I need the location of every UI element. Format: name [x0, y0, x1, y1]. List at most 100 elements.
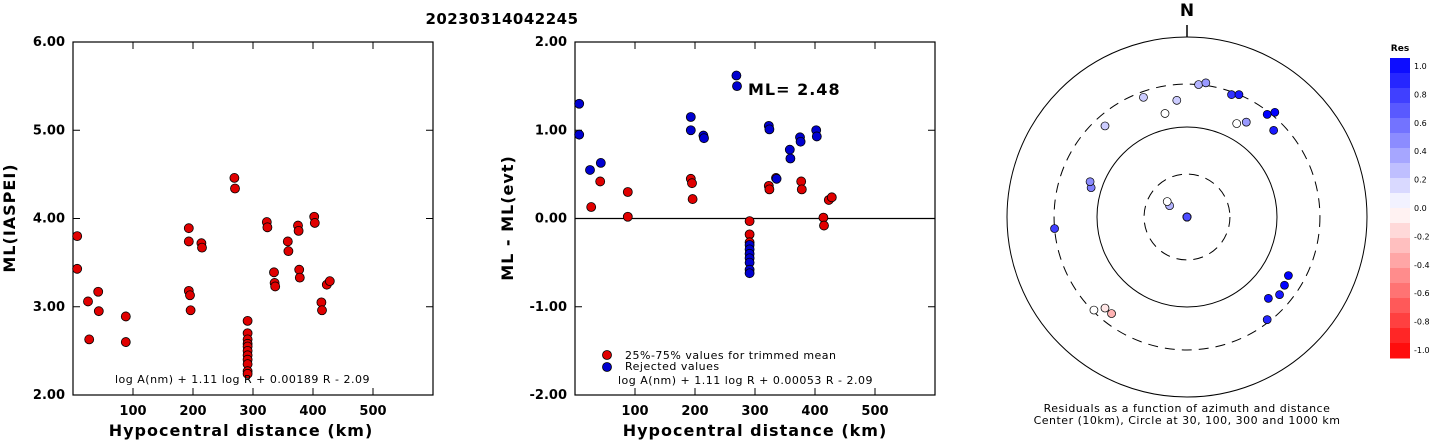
data-point — [595, 176, 606, 187]
x-tick-label: 500 — [861, 404, 888, 419]
data-point — [317, 305, 327, 316]
data-point — [699, 133, 709, 144]
data-point — [796, 184, 807, 195]
middle-panel: -2.00 -1.00 0.00 1.00 2.00 100 200 300 400 500 M… — [498, 35, 936, 440]
data-point — [764, 124, 775, 135]
station-residual-point — [1284, 271, 1293, 280]
legend-marker-trimmed — [602, 350, 612, 360]
colorbar-cell — [1390, 328, 1410, 344]
left-formula: log A(nm) + 1.11 log R + 0.00189 R - 2.0… — [115, 373, 370, 386]
x-tick-label: 300 — [239, 404, 266, 419]
data-point — [795, 136, 806, 147]
x-tick-label: 400 — [801, 404, 828, 419]
colorbar: Res 1.0 0.8 0.6 0.4 0.2 0.0 -0.2 -0.4 -0.6 -0.8 -1… — [1390, 44, 1430, 359]
y-tick-label: -1.00 — [530, 300, 567, 315]
left-yticks: 2.00 3.00 4.00 5.00 6.00 — [33, 35, 433, 403]
station-residual-point — [1201, 78, 1211, 88]
colorbar-cell — [1390, 253, 1410, 269]
colorbar-tick-label: -0.4 — [1414, 261, 1430, 270]
colorbar-title: Res — [1391, 44, 1409, 54]
data-point — [83, 296, 93, 307]
colorbar-cell — [1390, 313, 1410, 329]
colorbar-cell — [1390, 343, 1410, 359]
station-residual-point — [1270, 107, 1280, 117]
colorbar-tick-label: -1.0 — [1414, 346, 1430, 355]
polar-caption-line-2: Center (10km), Circle at 30, 100, 300 an… — [1034, 414, 1341, 427]
colorbar-cell — [1390, 283, 1410, 299]
legend-marker-rejected — [602, 362, 612, 372]
y-tick-label: 2.00 — [33, 388, 65, 403]
data-point — [687, 194, 698, 204]
data-point — [229, 173, 240, 183]
station-residual-point — [1262, 315, 1272, 324]
y-tick-label: 4.00 — [33, 212, 65, 227]
legend-label-rejected: Rejected values — [625, 360, 720, 373]
station-residual-point — [1280, 280, 1289, 290]
colorbar-cell — [1390, 58, 1410, 74]
distance-ring — [1096, 126, 1278, 308]
data-point — [282, 236, 293, 247]
data-point — [183, 223, 194, 234]
station-residual-point — [1234, 90, 1244, 99]
data-point — [687, 178, 697, 189]
colorbar-cell — [1390, 133, 1410, 149]
colorbar-cell — [1390, 238, 1410, 254]
data-point — [93, 286, 104, 297]
distance-ring — [1006, 36, 1368, 398]
data-point — [242, 315, 253, 326]
colorbar-cell — [1390, 268, 1410, 284]
middle-xlabel: Hypocentral distance (km) — [623, 421, 888, 440]
colorbar-ticks: 1.0 0.8 0.6 0.4 0.2 0.0 -0.2 -0.4 -0.6 -0.8 -1.0 — [1414, 62, 1430, 355]
colorbar-tick-label: 0.6 — [1414, 119, 1427, 128]
x-tick-label: 100 — [621, 404, 648, 419]
station-residual-point — [1100, 303, 1110, 313]
station-residual-point — [1182, 212, 1192, 222]
colorbar-cell — [1390, 163, 1410, 179]
distance-ring — [1053, 83, 1321, 351]
data-point — [764, 184, 775, 195]
station-residual-point — [1085, 177, 1095, 187]
data-point — [185, 290, 195, 301]
colorbar-tick-label: 0.0 — [1414, 204, 1427, 213]
data-point — [120, 311, 131, 322]
polar-rings — [1006, 36, 1368, 398]
y-tick-label: 1.00 — [535, 123, 567, 138]
station-residual-point — [1107, 309, 1116, 318]
x-tick-label: 100 — [119, 404, 146, 419]
colorbar-cell — [1390, 148, 1410, 164]
colorbar-cell — [1390, 223, 1410, 239]
data-point — [197, 242, 207, 253]
data-point — [72, 231, 83, 242]
data-point — [771, 173, 782, 184]
polar-panel: N Residuals as a function of azimuth and… — [1006, 1, 1368, 427]
colorbar-cell — [1390, 208, 1410, 224]
middle-xticks: 100 200 300 400 500 — [621, 42, 889, 419]
data-point — [283, 246, 294, 257]
station-residual-point — [1264, 294, 1273, 303]
data-point — [262, 222, 273, 233]
data-point — [731, 70, 742, 81]
colorbar-cell — [1390, 103, 1410, 119]
colorbar-cell — [1390, 298, 1410, 314]
middle-formula: log A(nm) + 1.11 log R + 0.00053 R - 2.0… — [618, 374, 873, 387]
station-residual-point — [1269, 125, 1279, 135]
data-point — [294, 272, 305, 283]
data-point — [685, 125, 696, 136]
station-residual-point — [1160, 109, 1170, 118]
colorbar-cell — [1390, 73, 1410, 89]
x-tick-label: 200 — [681, 404, 708, 419]
data-point — [744, 216, 755, 227]
colorbar-cell — [1390, 193, 1410, 209]
x-tick-label: 300 — [741, 404, 768, 419]
station-residual-point — [1139, 92, 1148, 102]
station-residual-point — [1227, 90, 1236, 99]
y-tick-label: 2.00 — [535, 35, 567, 50]
colorbar-tick-label: -0.6 — [1414, 289, 1430, 298]
station-residual-point — [1100, 121, 1110, 131]
colorbar-tick-label: 0.4 — [1414, 147, 1427, 156]
y-tick-label: 5.00 — [33, 123, 65, 138]
station-residual-point — [1089, 305, 1099, 315]
legend: 25%-75% values for trimmed mean Rejected… — [602, 349, 836, 373]
data-point — [585, 165, 595, 175]
colorbar-tick-label: -0.8 — [1414, 318, 1430, 327]
